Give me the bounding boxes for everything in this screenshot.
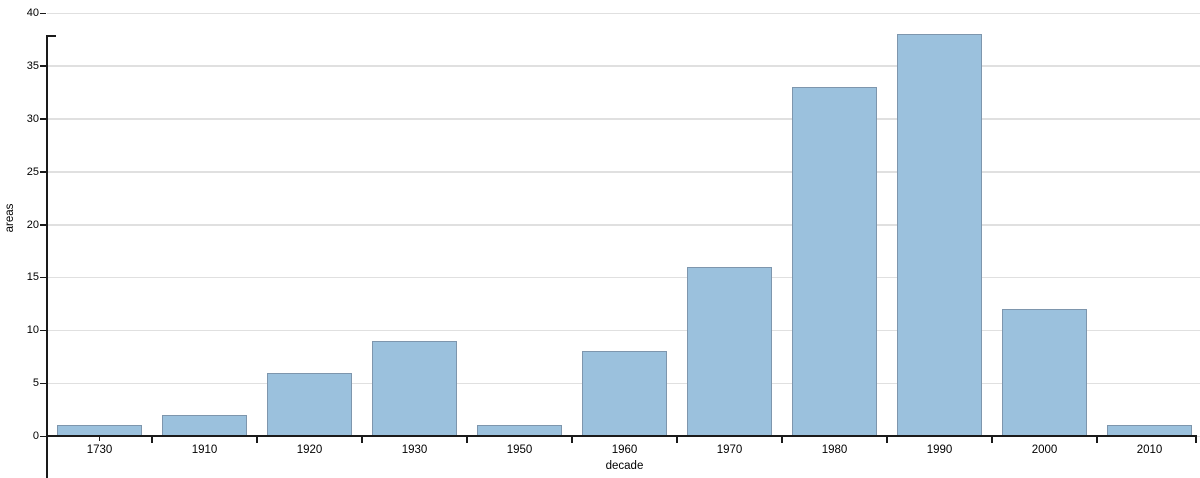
bar	[687, 267, 772, 436]
y-tick-mark	[40, 65, 46, 67]
bar	[792, 87, 877, 436]
gridline	[47, 171, 1200, 173]
bar	[897, 34, 982, 436]
x-tick-label: 1930	[401, 444, 428, 456]
gridline	[47, 65, 1200, 67]
y-tick-mark	[40, 329, 46, 332]
x-tick-label: 1960	[611, 444, 638, 456]
x-tick-mark	[991, 437, 993, 443]
x-axis-title: decade	[605, 460, 644, 472]
gridline	[47, 12, 1200, 14]
gridline	[47, 118, 1200, 120]
x-tick-mark	[466, 437, 468, 443]
y-tick-label: 5	[32, 377, 39, 390]
y-tick-mark	[40, 118, 46, 120]
gridline	[47, 329, 1200, 332]
bar	[162, 415, 247, 436]
y-tick-label: 40	[26, 7, 39, 19]
x-tick-mark	[676, 437, 678, 443]
y-axis-line	[46, 35, 48, 478]
bar	[372, 341, 457, 436]
x-tick-label: 2010	[1136, 444, 1163, 456]
y-tick-label: 0	[32, 430, 39, 442]
x-tick-label: 1910	[191, 444, 218, 456]
x-tick-mark	[361, 437, 363, 443]
gridline	[47, 224, 1200, 226]
x-tick-mark	[1096, 437, 1098, 443]
x-tick-mark	[256, 437, 258, 443]
y-tick-label: 35	[26, 59, 39, 72]
x-tick-mark	[151, 437, 153, 443]
y-tick-mark	[40, 171, 46, 173]
x-axis-line	[46, 435, 1197, 437]
y-tick-mark	[40, 12, 46, 14]
gridline	[47, 276, 1200, 279]
x-tick-mark	[886, 437, 888, 443]
y-tick-label: 25	[26, 165, 39, 178]
y-tick-mark	[40, 435, 46, 437]
x-tick-mark	[571, 437, 573, 443]
bar	[582, 351, 667, 436]
x-tick-label: 2000	[1031, 444, 1058, 456]
y-tick-mark	[40, 276, 46, 279]
x-tick-label: 1730	[86, 444, 113, 456]
bar	[267, 373, 352, 436]
x-axis-end-tick	[1195, 435, 1197, 443]
y-tick-mark	[40, 382, 46, 385]
x-tick-label: 1990	[926, 444, 953, 456]
y-tick-label: 30	[26, 112, 39, 125]
x-minor-tick-mark	[98, 437, 101, 441]
x-tick-label: 1950	[506, 444, 533, 456]
x-tick-label: 1920	[296, 444, 323, 456]
y-tick-label: 20	[26, 218, 39, 231]
x-tick-mark	[781, 437, 783, 443]
y-tick-label: 10	[26, 324, 39, 337]
y-tick-mark	[40, 224, 46, 226]
y-tick-label: 15	[26, 271, 39, 284]
y-axis-title: areas	[4, 203, 16, 233]
x-tick-label: 1980	[821, 444, 848, 456]
x-tick-label: 1970	[716, 444, 743, 456]
y-axis-top-cap	[46, 35, 56, 37]
bar	[1002, 309, 1087, 436]
